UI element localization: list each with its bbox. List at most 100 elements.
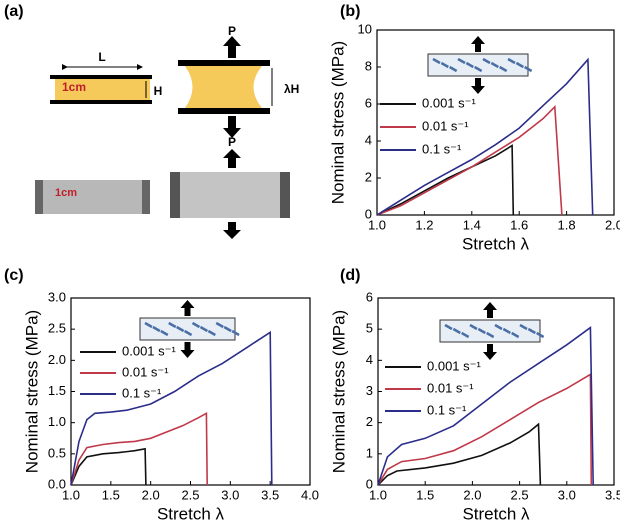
y-axis-label: Nominal stress (MPa) [328,41,347,204]
arrow [180,342,195,358]
inset-fiber [440,61,449,69]
panel-label: (c) [4,267,24,284]
legend-label: 0.1 s⁻¹ [422,141,462,156]
y-tick-label: 0.5 [48,445,66,460]
y-tick-label: 4 [365,132,372,147]
series-line [70,447,147,486]
inset-fiber [183,329,193,337]
arrow [223,222,241,239]
y-tick-label: 2.0 [48,352,66,367]
y-tick-label: 0.0 [48,476,66,491]
inset-fiber [449,65,458,73]
inset-fiber [432,57,441,65]
inset-fiber [223,325,232,333]
inset [439,319,541,343]
inset-fiber [494,323,503,331]
legend-label: 0.01 s⁻¹ [422,118,469,133]
arrow [483,302,497,318]
arrow [471,78,485,94]
inset-fiber [231,329,240,337]
inset-fiber [515,61,524,69]
inset-fiber [499,65,508,73]
inset-fiber [215,321,224,329]
inset-fiber [168,321,177,329]
y-tick-label: 1 [366,445,373,460]
x-tick-label: 2.5 [181,487,199,502]
x-tick-label: 1.6 [510,217,528,232]
arrow [180,300,195,316]
y-tick-label: 10 [358,21,372,36]
y-tick-label: 3 [366,383,373,398]
inset-fiber [502,327,511,335]
y-tick-label: 0 [366,476,373,491]
legend-label: 0.1 s⁻¹ [427,402,467,417]
inset-fiber [207,329,216,337]
legend-label: 0.001 s⁻¹ [122,343,177,358]
label: 1cm [62,80,86,94]
x-tick-label: 1.2 [415,217,433,232]
photo [35,180,43,214]
x-tick-label: 3.0 [221,487,239,502]
y-tick-label: 1.0 [48,414,66,429]
photo [142,180,150,214]
arrow [223,116,241,138]
x-tick-label: 1.0 [62,487,80,502]
inset-fiber [461,331,470,339]
panel-label: (a) [4,3,24,20]
inset-fiber [482,57,491,65]
legend-label: 0.01 s⁻¹ [427,380,474,395]
y-tick-label: 2 [365,169,372,184]
series-line [377,373,593,486]
label: P [228,24,236,38]
y-tick-label: 1.5 [48,383,66,398]
arrow [483,344,497,360]
inset-fiber [457,57,466,65]
x-tick-label: 3.5 [605,487,620,502]
inset [139,317,236,341]
x-tick-label: 1.0 [369,487,387,502]
x-axis-label: Stretch λ [462,234,530,253]
series-line [376,104,563,216]
inset-fiber [152,325,161,333]
inset [427,53,529,77]
series-line [377,326,594,486]
y-axis-label: Nominal stress (MPa) [22,310,41,473]
label: L [98,50,105,64]
inset-fiber [486,331,495,339]
y-tick-label: 3.0 [48,289,66,304]
inset-fiber [527,327,536,335]
y-axis-label: Nominal stress (MPa) [329,310,348,473]
x-tick-label: 1.5 [416,487,434,502]
inset-fiber [176,325,185,333]
legend-label: 0.1 s⁻¹ [122,385,162,400]
plot-frame [376,29,615,216]
photo [170,172,180,218]
inset-fiber [444,323,453,331]
inset-fiber [524,65,533,73]
photo [170,172,290,218]
inset-fiber [199,325,209,333]
x-tick-label: 2.0 [463,487,481,502]
clamp [178,60,270,66]
y-tick-label: 0 [365,206,372,221]
x-tick-label: 2.0 [605,217,620,232]
series-line [377,422,542,486]
inset-fiber [452,327,461,335]
inset-fiber [507,57,516,65]
clamp [50,75,152,79]
y-tick-label: 2 [366,414,373,429]
photo [280,172,290,218]
label: P [228,135,236,149]
label: 1cm [55,187,77,199]
inset-fiber [469,323,478,331]
arrow [223,149,241,168]
inset-fiber [536,331,545,339]
inset-fiber [465,61,474,69]
label: H [154,84,163,98]
series-line [70,411,208,486]
x-tick-label: 4.0 [301,487,319,502]
y-tick-label: 8 [365,58,372,73]
inset-fiber [474,65,483,73]
